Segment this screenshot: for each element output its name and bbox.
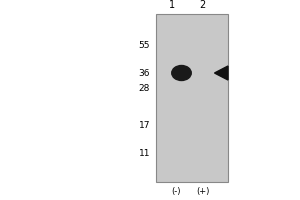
Text: 11: 11 [139,150,150,158]
Text: (-): (-) [171,187,180,196]
Text: 28: 28 [139,84,150,93]
Text: 17: 17 [139,120,150,130]
Text: (+): (+) [196,187,209,196]
Text: 2: 2 [200,0,206,10]
Text: 55: 55 [139,40,150,49]
Polygon shape [214,66,228,80]
Ellipse shape [172,66,191,80]
FancyBboxPatch shape [156,14,228,182]
Text: 36: 36 [139,68,150,77]
Text: 1: 1 [169,0,175,10]
